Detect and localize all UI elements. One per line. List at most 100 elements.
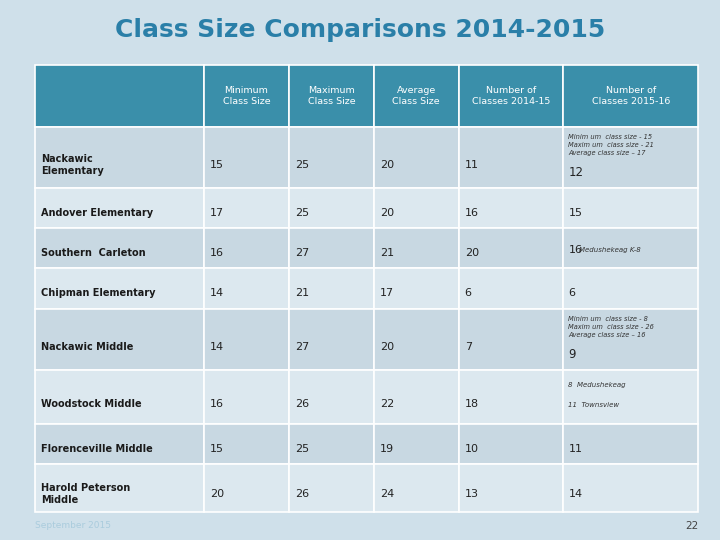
Bar [459, 188, 564, 228]
Bar [564, 268, 698, 308]
Bar [459, 268, 564, 308]
Text: Medushekeag K-8: Medushekeag K-8 [580, 247, 642, 253]
Text: 13: 13 [464, 489, 479, 499]
Text: 18: 18 [464, 399, 479, 409]
Text: Andover Elementary: Andover Elementary [41, 208, 153, 218]
Text: 25: 25 [295, 444, 309, 454]
Text: 20: 20 [464, 248, 479, 258]
Bar [204, 188, 289, 228]
Bar [374, 65, 459, 126]
Bar [204, 464, 289, 512]
Text: Florenceville Middle: Florenceville Middle [41, 444, 153, 454]
Bar [459, 126, 564, 188]
Bar [459, 464, 564, 512]
Text: Maximum
Class Size: Maximum Class Size [307, 85, 355, 106]
Text: 19: 19 [379, 444, 394, 454]
Bar [564, 126, 698, 188]
Text: Minim um  class size - 8
Maxim um  class size - 26
Average class size – 16: Minim um class size - 8 Maxim um class s… [568, 316, 654, 338]
Text: 25: 25 [295, 208, 309, 218]
Text: 27: 27 [295, 342, 309, 352]
Bar [374, 424, 459, 464]
Bar [35, 308, 204, 370]
Bar [564, 228, 698, 268]
Text: Southern  Carleton: Southern Carleton [41, 248, 145, 258]
Bar [459, 308, 564, 370]
Text: Minimum
Class Size: Minimum Class Size [222, 85, 270, 106]
Text: 16: 16 [568, 245, 582, 255]
Text: 22: 22 [685, 521, 698, 531]
Text: Class Size Comparisons 2014-2015: Class Size Comparisons 2014-2015 [115, 18, 605, 42]
Text: 24: 24 [379, 489, 394, 499]
Text: 27: 27 [295, 248, 309, 258]
Bar [289, 308, 374, 370]
Bar [35, 188, 204, 228]
Text: 26: 26 [295, 399, 309, 409]
Text: Nackawic
Elementary: Nackawic Elementary [41, 153, 104, 176]
Text: 17: 17 [379, 288, 394, 298]
Bar [35, 370, 204, 424]
Bar [459, 65, 564, 126]
Text: 26: 26 [295, 489, 309, 499]
Bar [564, 188, 698, 228]
Text: Minim um  class size - 15
Maxim um  class size - 21
Average class size – 17: Minim um class size - 15 Maxim um class … [568, 134, 654, 156]
Text: Nackawic Middle: Nackawic Middle [41, 342, 133, 352]
Bar [35, 126, 204, 188]
Bar [289, 424, 374, 464]
Bar [289, 65, 374, 126]
Bar [35, 464, 204, 512]
Text: 11: 11 [464, 160, 479, 170]
Text: 16: 16 [210, 399, 224, 409]
Bar [459, 228, 564, 268]
Text: 20: 20 [210, 489, 224, 499]
Text: 9: 9 [568, 348, 576, 361]
Bar [204, 424, 289, 464]
Bar [564, 370, 698, 424]
Bar [35, 424, 204, 464]
Bar [374, 370, 459, 424]
Bar [204, 268, 289, 308]
Text: 15: 15 [568, 208, 582, 218]
Bar [35, 228, 204, 268]
Text: Woodstock Middle: Woodstock Middle [41, 399, 142, 409]
Bar [35, 65, 204, 126]
Text: 14: 14 [210, 342, 224, 352]
Text: Average
Class Size: Average Class Size [392, 85, 440, 106]
Text: 14: 14 [568, 489, 582, 499]
Bar [374, 464, 459, 512]
Text: 6: 6 [568, 288, 575, 298]
Text: 16: 16 [210, 248, 224, 258]
Bar [204, 370, 289, 424]
Text: 20: 20 [379, 342, 394, 352]
Bar [374, 268, 459, 308]
Bar [35, 268, 204, 308]
Text: 15: 15 [210, 160, 224, 170]
Bar [204, 65, 289, 126]
Text: 11: 11 [568, 444, 582, 454]
Bar [289, 188, 374, 228]
Bar [564, 464, 698, 512]
Bar [459, 424, 564, 464]
Bar [204, 228, 289, 268]
Bar [204, 126, 289, 188]
Text: 22: 22 [379, 399, 394, 409]
Bar [374, 188, 459, 228]
Bar [564, 424, 698, 464]
Bar [459, 370, 564, 424]
Text: 16: 16 [464, 208, 479, 218]
Text: September 2015: September 2015 [35, 522, 111, 530]
Bar [564, 308, 698, 370]
Text: 14: 14 [210, 288, 224, 298]
Bar [289, 228, 374, 268]
Text: Number of
Classes 2015-16: Number of Classes 2015-16 [592, 85, 670, 106]
Text: 12: 12 [568, 166, 583, 179]
Bar [204, 308, 289, 370]
Bar [289, 464, 374, 512]
Text: Chipman Elementary: Chipman Elementary [41, 288, 156, 298]
Bar [374, 228, 459, 268]
Text: 20: 20 [379, 208, 394, 218]
Text: Harold Peterson
Middle: Harold Peterson Middle [41, 483, 130, 505]
Text: 7: 7 [464, 342, 472, 352]
Text: 20: 20 [379, 160, 394, 170]
Text: 11  Townsview: 11 Townsview [568, 402, 619, 408]
Bar [374, 126, 459, 188]
